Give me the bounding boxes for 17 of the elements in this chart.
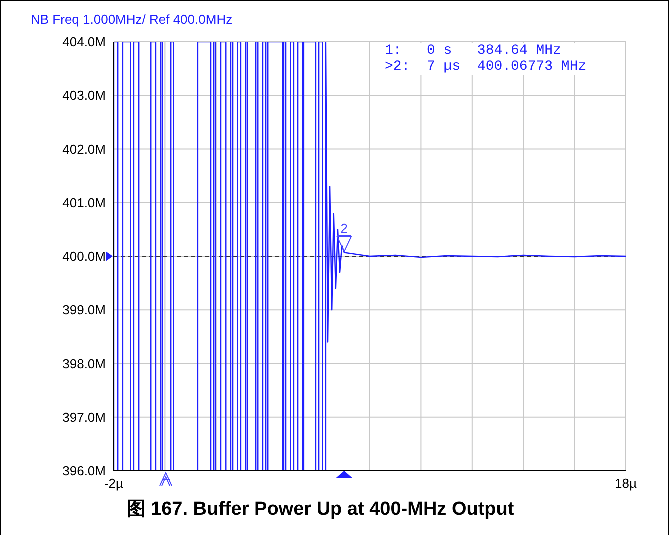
y-tick-label: 401.0M	[62, 195, 106, 210]
y-tick-label: 399.0M	[62, 302, 106, 318]
annotation: 2	[340, 220, 348, 236]
x-tick-label: -2µ	[104, 476, 124, 492]
y-tick-label: 400.0M	[62, 249, 106, 264]
text: NB Freq 1.000MHz/ Ref 400.0MHz	[31, 12, 233, 27]
annotation: >2: 7 µs 400.06773 MHz	[385, 59, 587, 75]
line-series	[114, 42, 626, 471]
text: 图 167. Buffer Power Up at 400-MHz Output	[126, 498, 516, 522]
y-tick-label: 396.0M	[62, 464, 106, 479]
y-tick-label: 402.0M	[62, 142, 106, 157]
annotation: 1: 0 s 384.64 MHz	[385, 43, 562, 59]
y-tick-label: 403.0M	[62, 88, 106, 104]
y-tick-label: 398.0M	[62, 356, 106, 372]
x-tick-label: 18µ	[615, 476, 638, 492]
y-tick-label: 404.0M	[62, 34, 106, 50]
y-tick-label: 397.0M	[62, 410, 106, 425]
